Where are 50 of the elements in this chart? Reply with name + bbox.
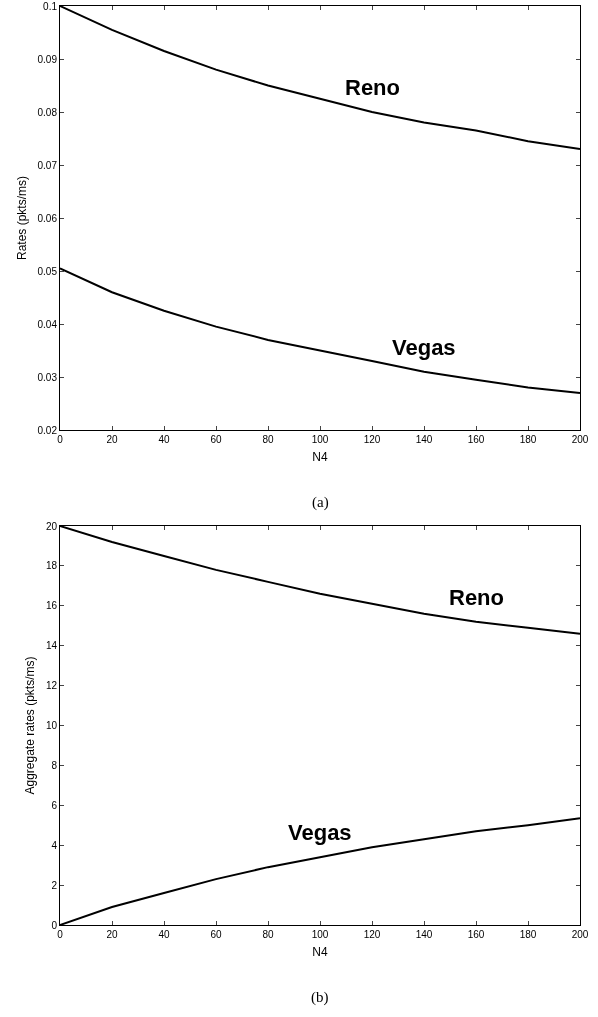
y-tick-label: 14: [45, 640, 58, 652]
y-tick-label: 8: [51, 759, 58, 771]
x-tick-label: 160: [467, 929, 485, 940]
y-tick-label: 0: [51, 919, 58, 931]
x-tick-label: 60: [210, 434, 222, 445]
x-tick-label: 180: [519, 434, 537, 445]
x-tick-label: 80: [262, 434, 274, 445]
y-tick-label: 0.07: [37, 159, 58, 171]
y-tick-label: 4: [51, 839, 58, 851]
x-tick-label: 40: [158, 929, 170, 940]
y-tick-label: 0.06: [37, 212, 58, 224]
y-tick-label: 2: [51, 879, 58, 891]
x-tick-label: 120: [363, 929, 381, 940]
y-tick-label: 0.03: [37, 371, 58, 383]
x-tick-label: 40: [158, 434, 170, 445]
x-tick-label: 140: [415, 929, 433, 940]
annotation: Reno: [449, 585, 504, 610]
x-tick-label: 100: [311, 929, 329, 940]
x-tick-label: 160: [467, 434, 485, 445]
y-axis-title: Aggregate rates (pkts/ms): [23, 656, 38, 795]
x-tick-label: 20: [106, 929, 118, 940]
y-tick-label: 6: [51, 799, 58, 811]
y-tick-label: 10: [45, 720, 58, 731]
x-tick-label: 100: [311, 434, 329, 445]
y-tick-label: 0.02: [37, 424, 58, 436]
x-tick-label: 200: [571, 434, 589, 445]
y-tick-label: 0.05: [37, 265, 58, 277]
x-tick-label: 80: [262, 929, 274, 940]
text: (b): [311, 989, 329, 1006]
text: (a): [312, 494, 329, 511]
x-tick-label: 60: [210, 929, 222, 940]
y-tick-label: 0.08: [37, 106, 58, 118]
x-tick-label: 200: [571, 929, 589, 940]
annotation: Vegas: [288, 820, 352, 845]
x-tick-label: 20: [106, 434, 118, 445]
annotation: Reno: [345, 75, 400, 100]
y-tick-label: 0.1: [43, 0, 58, 12]
x-axis-title: N4: [312, 449, 328, 464]
y-tick-label: 18: [45, 560, 58, 572]
y-tick-label: 12: [45, 680, 58, 692]
y-tick-label: 0.09: [37, 53, 58, 65]
y-tick-label: 20: [45, 520, 58, 532]
y-tick-label: 0.04: [37, 318, 58, 330]
y-axis-title: Rates (pkts/ms): [14, 175, 29, 261]
x-tick-label: 140: [415, 434, 433, 445]
x-tick-label: 120: [363, 434, 381, 445]
annotation: Vegas: [392, 335, 456, 360]
x-axis-title: N4: [312, 944, 328, 959]
y-tick-label: 16: [45, 600, 58, 612]
x-tick-label: 180: [519, 929, 537, 940]
